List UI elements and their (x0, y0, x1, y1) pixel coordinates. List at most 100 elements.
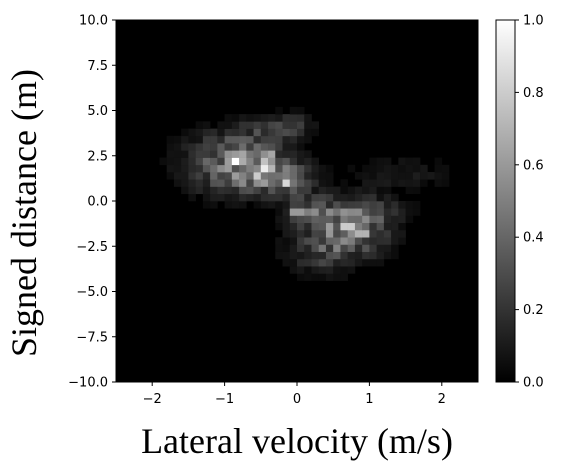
heatmap-cell (297, 179, 305, 187)
heatmap-cell (318, 266, 327, 274)
heatmap-cell (441, 164, 450, 173)
heatmap-cell (376, 193, 385, 202)
heatmap-cell (311, 258, 320, 267)
heatmap-cell (383, 237, 392, 245)
heatmap-cell (202, 186, 211, 195)
heatmap-cell (369, 164, 377, 173)
heatmap-cell (275, 114, 283, 122)
heatmap-cell (318, 237, 327, 245)
heatmap-cell (275, 121, 283, 129)
heatmap-cell (282, 201, 291, 209)
heatmap-cell (311, 251, 320, 260)
heatmap-cell (253, 150, 262, 158)
heatmap-cell (231, 201, 240, 209)
heatmap-cell (362, 193, 370, 202)
heatmap-cell (246, 128, 254, 137)
heatmap-cell (173, 179, 182, 187)
heatmap-cell (304, 215, 312, 224)
heatmap-cell (188, 143, 196, 151)
heatmap-cell (246, 193, 254, 202)
heatmap-cell (181, 172, 189, 180)
heatmap-cell (275, 237, 283, 245)
heatmap-cell (289, 266, 298, 274)
heatmap-cell (354, 237, 363, 245)
heatmap-cell (325, 229, 334, 238)
heatmap-cell (231, 150, 240, 158)
heatmap-cell (181, 143, 189, 151)
heatmap-cell (210, 201, 218, 209)
heatmap-cell (398, 164, 406, 173)
heatmap-cell (275, 143, 283, 151)
heatmap-cell (325, 273, 334, 281)
heatmap-cell (304, 114, 312, 122)
heatmap-cell (289, 251, 298, 260)
heatmap-cell (297, 208, 305, 216)
heatmap-cell (260, 186, 269, 195)
y-tick-label: −7.5 (76, 330, 108, 345)
heatmap-cell (159, 157, 167, 166)
heatmap-cell (173, 143, 182, 151)
heatmap-cell (304, 121, 312, 129)
heatmap-cell (362, 208, 370, 216)
heatmap-cell (275, 157, 283, 166)
heatmap-cell (289, 258, 298, 267)
heatmap-cell (224, 121, 233, 129)
heatmap-cell (369, 201, 377, 209)
heatmap-cell (275, 106, 283, 115)
heatmap-cell (376, 179, 385, 187)
colorbar (495, 19, 516, 383)
heatmap-cell (289, 186, 298, 195)
heatmap-cell (354, 222, 363, 231)
heatmap-cell (412, 186, 421, 195)
heatmap-cell (210, 135, 218, 144)
heatmap-cell (217, 157, 225, 166)
heatmap-cell (268, 179, 276, 187)
heatmap-cell (282, 208, 291, 216)
heatmap-cell (275, 208, 283, 216)
heatmap-cell (282, 157, 291, 166)
heatmap-cell (282, 172, 291, 180)
heatmap-cell (195, 135, 204, 144)
heatmap-cell (297, 266, 305, 274)
heatmap-cell (246, 186, 254, 195)
heatmap-cell (282, 164, 291, 173)
heatmap-cell (166, 164, 175, 173)
heatmap-cell (311, 186, 320, 195)
heatmap-cell (181, 135, 189, 144)
heatmap-cell (268, 114, 276, 122)
heatmap-cell (289, 193, 298, 202)
heatmap-cell (340, 251, 348, 260)
heatmap-cell (333, 258, 341, 267)
heatmap-cell (253, 164, 262, 173)
heatmap-cell (202, 135, 211, 144)
heatmap-cell (239, 179, 247, 187)
heatmap-cell (239, 121, 247, 129)
heatmap-cell (289, 114, 298, 122)
heatmap-cell (202, 128, 211, 137)
x-tick-label: 2 (438, 392, 446, 407)
heatmap-cell (391, 251, 399, 260)
heatmap-cell (333, 229, 341, 238)
heatmap-cell (188, 157, 196, 166)
heatmap-cell (260, 143, 269, 151)
heatmap-cell (253, 121, 262, 129)
heatmap-cell (231, 186, 240, 195)
heatmap-cell (340, 229, 348, 238)
heatmap-cell (347, 222, 356, 231)
heatmap-cell (362, 172, 370, 180)
heatmap-cell (333, 273, 341, 281)
heatmap-cell (289, 164, 298, 173)
heatmap-cell (224, 186, 233, 195)
heatmap-cell (297, 237, 305, 245)
heatmap-cell (289, 150, 298, 158)
heatmap-cell (347, 229, 356, 238)
y-axis-title: Signed distance (m) (4, 69, 44, 357)
heatmap-cell (224, 128, 233, 137)
heatmap-cell (195, 121, 204, 129)
heatmap-cell (376, 244, 385, 252)
heatmap-cell (405, 157, 414, 166)
heatmap-cell (362, 229, 370, 238)
heatmap-cell (376, 237, 385, 245)
heatmap-cell (441, 179, 450, 187)
heatmap-cell (347, 237, 356, 245)
